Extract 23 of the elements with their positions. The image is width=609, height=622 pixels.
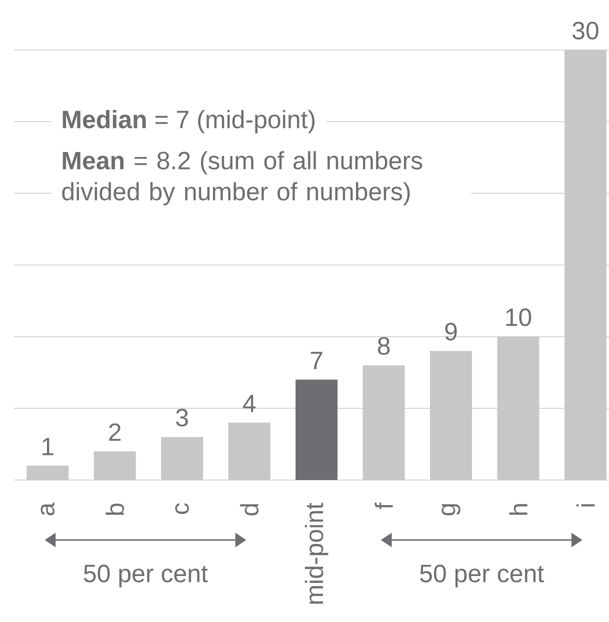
data-label: 7 bbox=[310, 352, 322, 370]
data-label: 4 bbox=[242, 394, 256, 412]
bar bbox=[296, 380, 338, 480]
data-label: 10 bbox=[506, 308, 532, 326]
x-tick-label: d bbox=[240, 504, 258, 516]
text: 50 per cent bbox=[420, 564, 544, 588]
x-tick-label: i bbox=[576, 504, 595, 506]
annotation: Mean = 8.2 (sum of all numbers divided by number of numbers) bbox=[62, 151, 422, 206]
x-tick-label: mid-point bbox=[304, 502, 328, 604]
x-tick-label: a bbox=[40, 502, 54, 516]
data-label: 2 bbox=[109, 423, 121, 441]
data-label: 3 bbox=[176, 408, 188, 426]
x-tick-label: c bbox=[175, 503, 189, 514]
x-tick-label: b bbox=[106, 504, 124, 515]
data-label: 8 bbox=[378, 337, 390, 355]
data-label: 1 bbox=[42, 438, 54, 456]
x-tick-label: f bbox=[374, 502, 393, 510]
data-label: 30 bbox=[572, 22, 598, 40]
x-tick-label: h bbox=[509, 504, 528, 515]
data-label: 9 bbox=[445, 322, 457, 340]
x-tick-label: g bbox=[442, 504, 460, 516]
annotation: Median = 7 (mid-point) bbox=[62, 110, 315, 134]
text: 50 per cent bbox=[84, 564, 208, 588]
